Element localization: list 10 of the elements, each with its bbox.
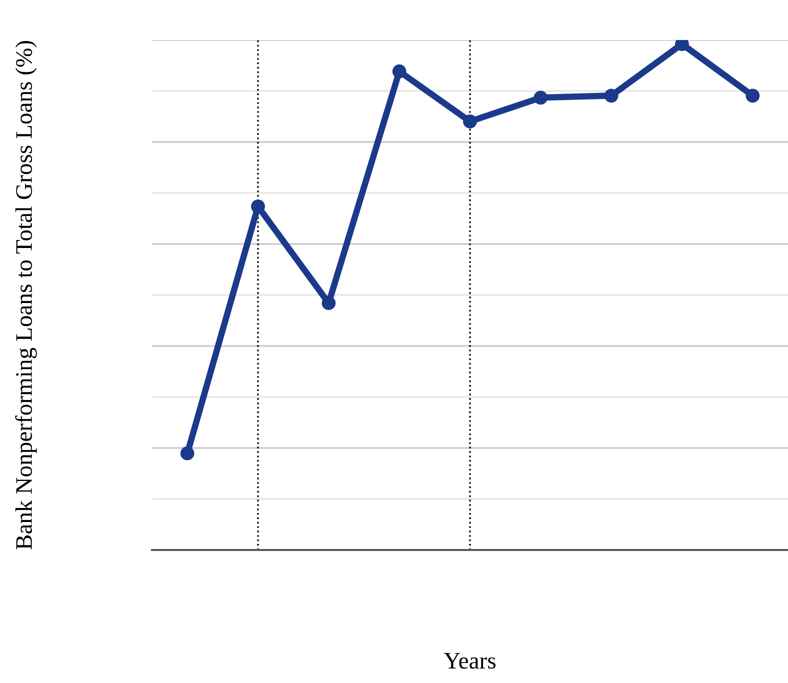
point — [392, 64, 406, 78]
y-axis-title: Bank Nonperforming Loans to Total Gross Loans (%) — [15, 41, 37, 550]
point — [534, 90, 548, 105]
x-axis-title: Years — [444, 653, 496, 669]
point — [322, 296, 336, 310]
point — [746, 88, 760, 103]
point — [251, 200, 265, 214]
point — [180, 446, 194, 460]
point — [463, 114, 477, 128]
point — [604, 88, 618, 103]
